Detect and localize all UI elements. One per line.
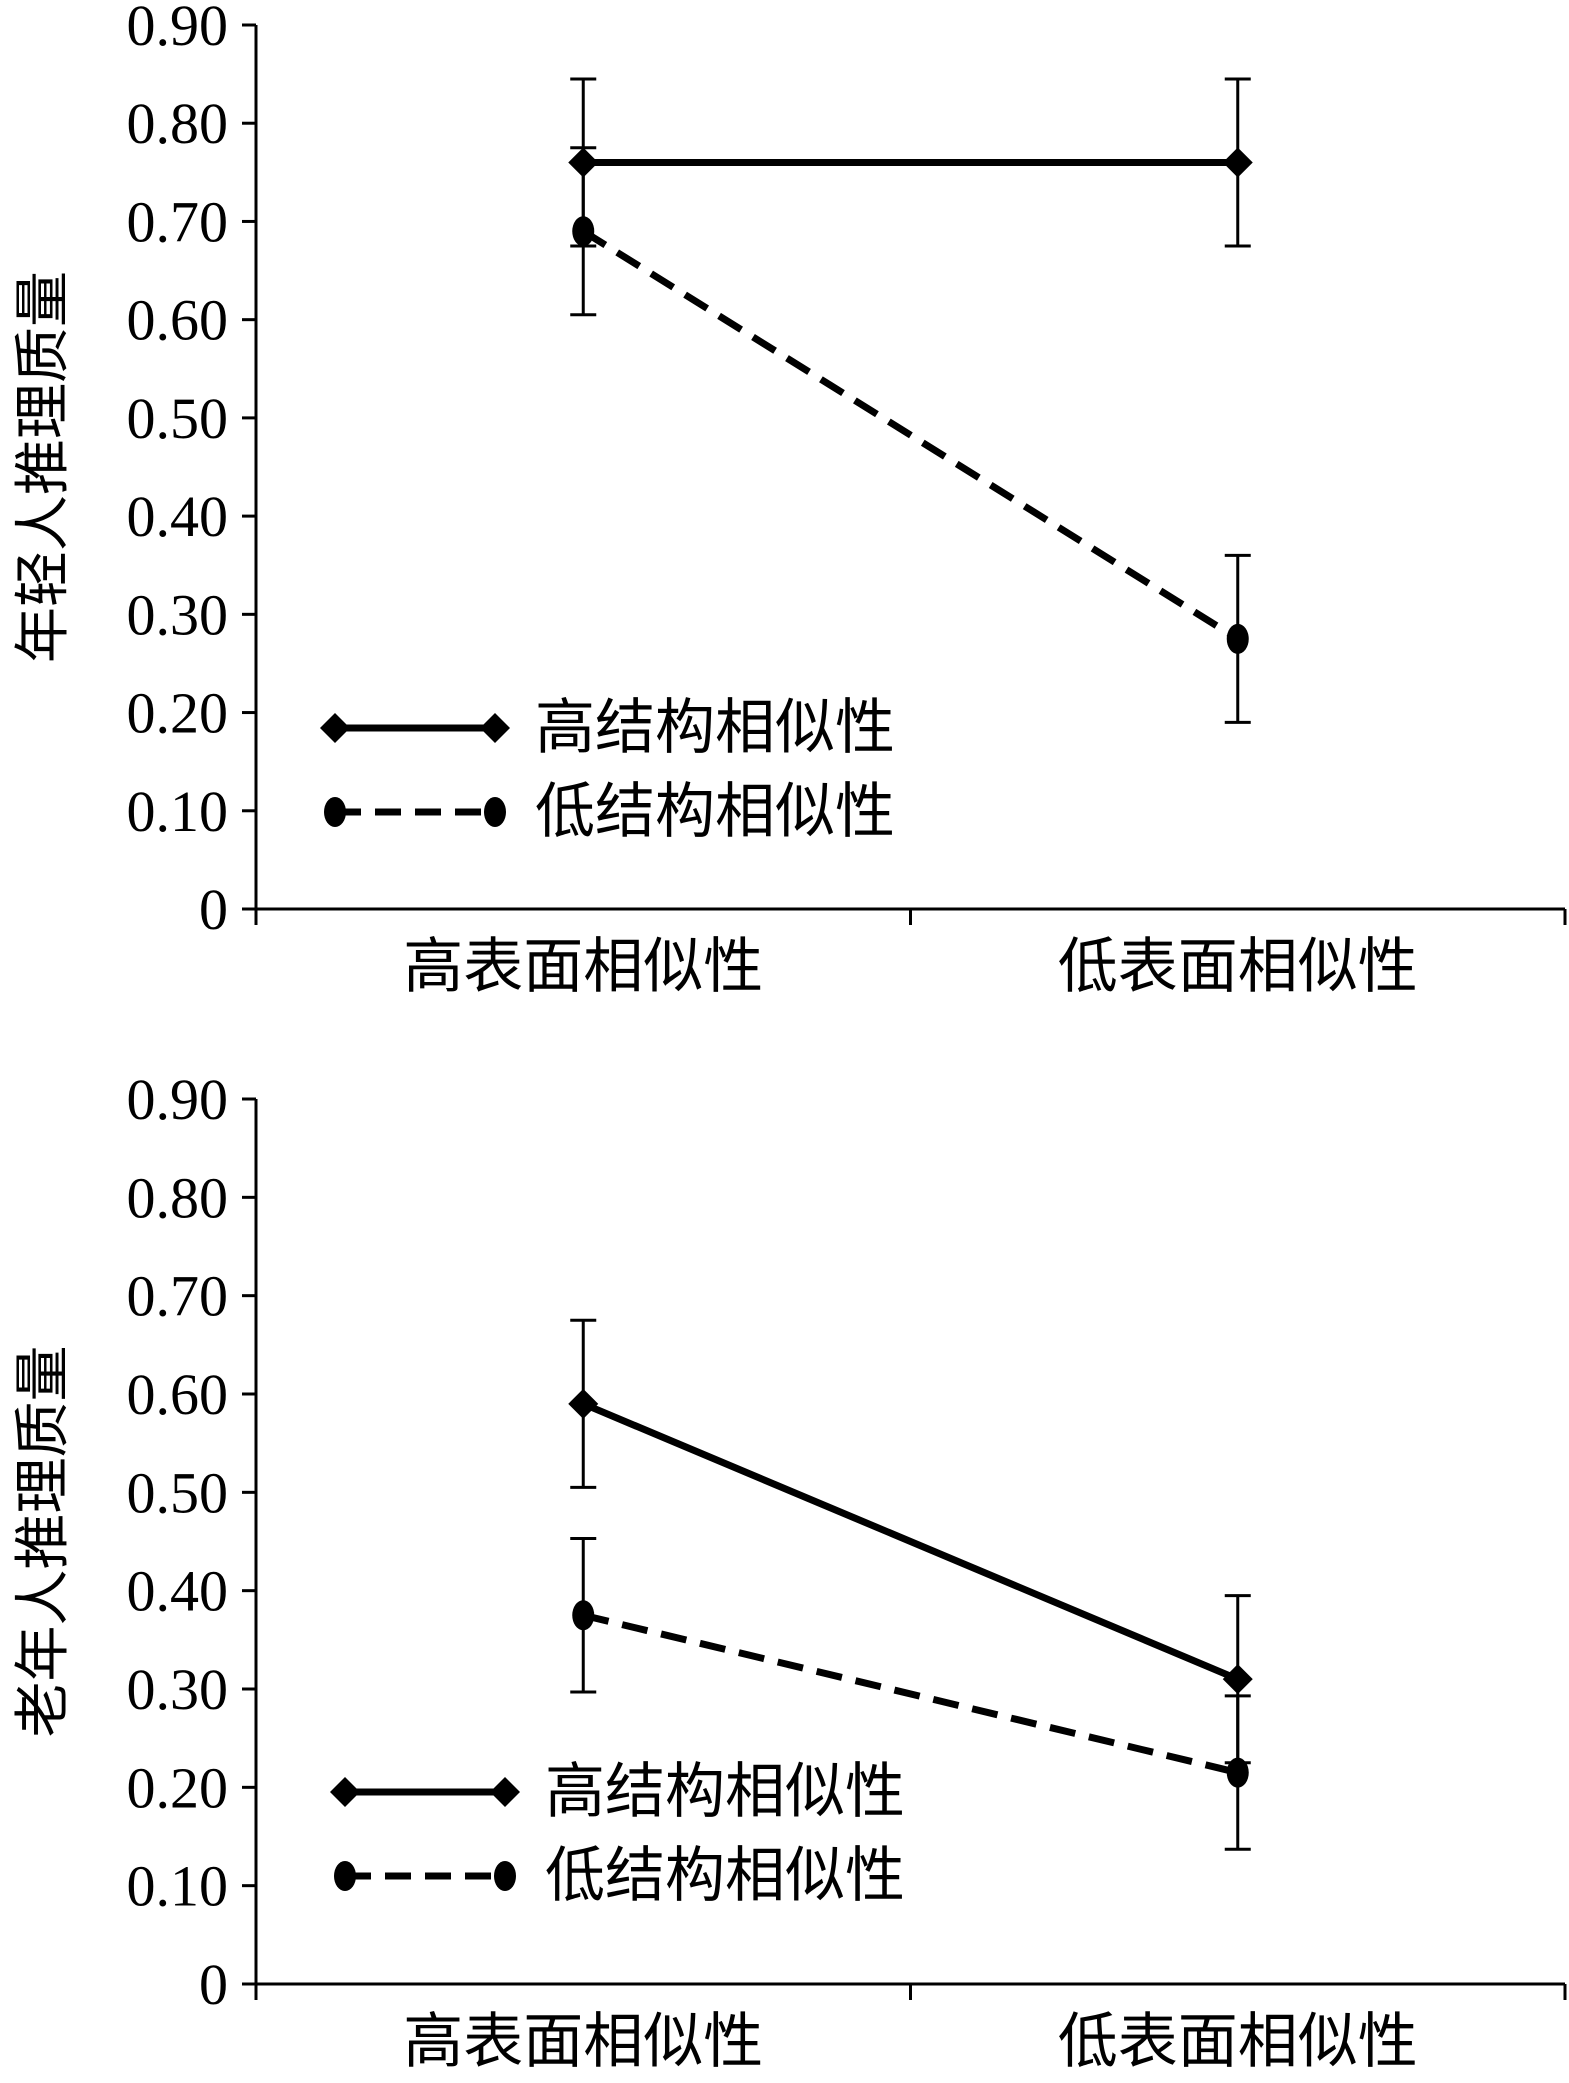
y-tick-label: 0.80: [127, 91, 229, 156]
y-tick-label: 0.30: [127, 1657, 229, 1722]
y-tick-label: 0.50: [127, 386, 229, 451]
data-point-circle: [494, 1861, 516, 1891]
y-tick-label: 0: [199, 1952, 228, 2017]
series-2: [570, 1537, 1251, 1851]
y-tick-label: 0.90: [127, 0, 229, 58]
series-1: [568, 77, 1253, 248]
legend-label: 低结构相似性: [535, 779, 895, 845]
y-tick-label: 0.80: [127, 1165, 229, 1230]
x-tick-label: 高表面相似性: [403, 934, 763, 1000]
data-point-circle: [324, 797, 346, 827]
y-tick-label: 0.60: [127, 288, 229, 353]
data-point-diamond: [330, 1777, 360, 1807]
y-tick-label: 0.10: [127, 779, 229, 844]
x-tick-label: 低表面相似性: [1058, 934, 1418, 1000]
legend-label: 高结构相似性: [535, 695, 895, 761]
data-point-circle: [1226, 623, 1249, 654]
data-point-diamond: [1222, 147, 1253, 178]
series-line: [581, 228, 1240, 642]
y-tick-label: 0.60: [127, 1362, 229, 1427]
data-point-diamond: [568, 1388, 599, 1419]
data-point-diamond: [480, 713, 510, 743]
data-point-circle: [1226, 1757, 1249, 1788]
x-tick-label: 低表面相似性: [1058, 2009, 1418, 2075]
y-tick-label: 0.40: [127, 1559, 229, 1624]
y-tick-label: 0.20: [127, 1755, 229, 1820]
y-tick-label: 0.40: [127, 484, 229, 549]
legend-label: 高结构相似性: [545, 1759, 905, 1825]
chart-panel-2: 0.90 0.80 0.70 0.60 0.50 0.40 0.30 0.20 0.10 0 高表面…: [13, 1067, 1567, 2075]
x-tick-label: 高表面相似性: [403, 2009, 763, 2075]
series-1: [568, 1318, 1253, 1765]
y-tick-label: 0.30: [127, 582, 229, 647]
data-point-circle: [572, 1600, 595, 1631]
data-point-diamond: [490, 1777, 520, 1807]
data-point-circle: [334, 1861, 356, 1891]
data-point-circle: [484, 797, 506, 827]
y-tick-label: 0: [199, 877, 228, 942]
y-tick-label: 0.50: [127, 1460, 229, 1525]
chart-panel-1: 0.90 0.80 0.70 0.60 0.50 0.40 0.30 0.20 0.10 0 高表面…: [13, 0, 1567, 1000]
legend-label: 低结构相似性: [545, 1843, 905, 1909]
y-tick-label: 0.10: [127, 1854, 229, 1919]
y-tick-label: 0.20: [127, 681, 229, 746]
data-point-diamond: [320, 713, 350, 743]
series-line: [582, 1611, 1239, 1776]
y-axis-title: 年轻人推理质量: [13, 271, 75, 663]
y-axis-title: 老年人推理质量: [13, 1346, 75, 1738]
y-tick-label: 0.70: [127, 189, 229, 254]
y-tick-label: 0.70: [127, 1264, 229, 1329]
y-tick-label: 0.90: [127, 1067, 229, 1132]
series-2: [570, 146, 1251, 724]
data-point-circle: [572, 216, 595, 247]
series-line: [581, 1400, 1240, 1683]
data-point-diamond: [1222, 1664, 1253, 1695]
